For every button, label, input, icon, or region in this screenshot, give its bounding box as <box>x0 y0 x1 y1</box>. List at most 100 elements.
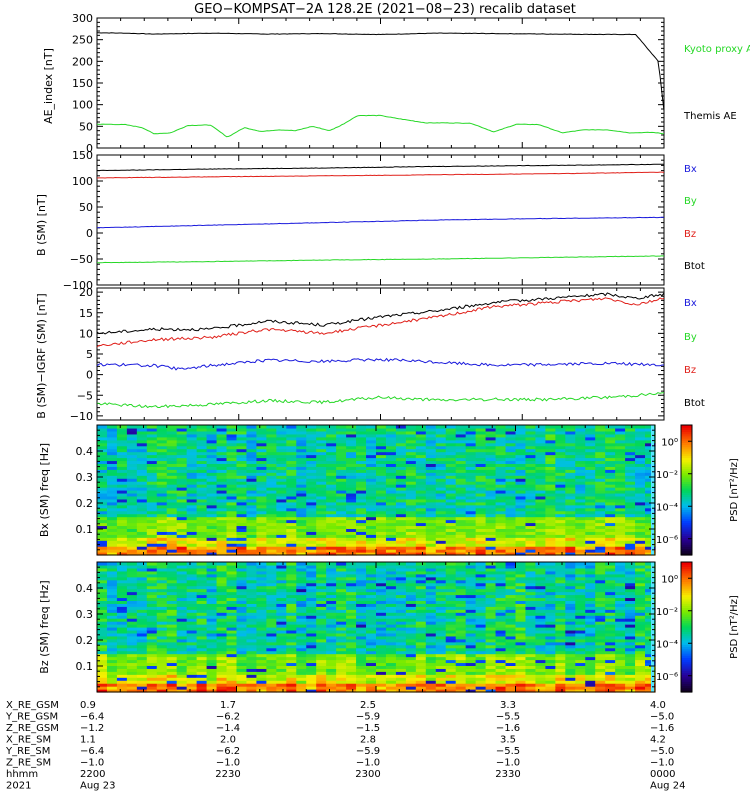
spectrogram-cell <box>495 531 507 535</box>
spectrogram-cell <box>266 525 277 529</box>
spectrogram-cell <box>296 430 307 435</box>
spectrogram-cell <box>595 507 606 512</box>
spectrogram-cell <box>296 618 307 622</box>
spectrogram-cell <box>97 618 108 622</box>
spectrogram-cell <box>405 671 417 675</box>
spectrogram-cell <box>376 549 387 553</box>
spectrogram-cell <box>425 498 437 503</box>
spectrogram-cell <box>156 686 168 690</box>
spectrogram-cell <box>625 498 636 503</box>
spectrogram-cell <box>485 564 497 569</box>
spectrogram-cell <box>166 451 178 456</box>
spectrogram-cell <box>515 534 527 538</box>
spectrogram-cell <box>495 540 507 544</box>
spectrogram-cell <box>565 600 576 604</box>
spectrogram-cell <box>366 475 377 479</box>
spectrogram-cell <box>465 522 477 527</box>
spectrogram-cell <box>525 528 537 532</box>
spectrogram-cell <box>615 427 626 432</box>
spectrogram-cell <box>226 495 238 500</box>
spectrogram-cell <box>206 686 218 690</box>
spectrogram-cell <box>156 425 168 429</box>
spectrogram-cell <box>236 573 248 578</box>
spectrogram-cell <box>445 478 457 482</box>
spectrogram-cell <box>645 487 656 491</box>
spectrogram-cell <box>316 427 327 432</box>
spectrogram-cell <box>226 466 238 470</box>
spectrogram-cell <box>196 481 208 485</box>
spectrogram-cell <box>306 674 317 678</box>
spectrogram-cell <box>575 591 586 596</box>
spectrogram-cell <box>625 436 636 441</box>
spectrogram-cell <box>415 427 427 432</box>
spectrogram-cell <box>196 594 208 599</box>
spectrogram-cell <box>306 498 317 503</box>
spectrogram-cell <box>455 629 467 634</box>
spectrogram-cell <box>156 540 168 544</box>
spectrogram-cell <box>485 573 497 578</box>
spectrogram-cell <box>256 504 267 509</box>
spectrogram-cell <box>106 540 118 544</box>
spectrogram-cell <box>226 600 238 604</box>
spectrogram-cell <box>465 612 477 616</box>
spectrogram-cell <box>465 546 477 550</box>
spectrogram-cell <box>525 448 537 453</box>
spectrogram-cell <box>336 629 347 634</box>
spectrogram-cell <box>405 433 417 438</box>
spectrogram-cell <box>376 665 387 669</box>
spectrogram-cell <box>306 668 317 672</box>
spectrogram-cell <box>226 463 238 467</box>
spectrogram-cell <box>246 653 258 658</box>
spectrogram-cell <box>316 562 327 566</box>
spectrogram-cell <box>106 591 118 596</box>
spectrogram-cell <box>455 662 467 666</box>
spectrogram-cell <box>106 481 118 485</box>
spectrogram-cell <box>585 433 596 438</box>
spectrogram-cell <box>196 662 208 666</box>
spectrogram-cell <box>136 525 148 529</box>
spectrogram-cell <box>465 603 477 607</box>
spectrogram-cell <box>116 689 128 693</box>
spectrogram-cell <box>525 686 537 690</box>
spectrogram-cell <box>126 606 138 610</box>
spectrogram-cell <box>425 635 437 640</box>
y-tick-label: 0.1 <box>76 523 94 536</box>
spectrogram-cell <box>306 647 317 652</box>
spectrogram-cell <box>336 562 347 566</box>
spectrogram-cell <box>356 647 367 652</box>
spectrogram-cell <box>385 624 397 628</box>
spectrogram-cell <box>106 662 118 666</box>
spectrogram-cell <box>505 501 517 506</box>
spectrogram-cell <box>346 597 357 601</box>
spectrogram-cell <box>545 662 556 666</box>
spectrogram-cell <box>595 457 606 462</box>
spectrogram-cell <box>495 659 507 664</box>
spectrogram-cell <box>116 570 128 575</box>
spectrogram-cell <box>376 612 387 616</box>
spectrogram-cell <box>176 600 188 604</box>
spectrogram-cell <box>435 451 447 456</box>
spectrogram-cell <box>505 534 517 538</box>
spectrogram-cell <box>415 576 427 581</box>
spectrogram-cell <box>445 624 457 628</box>
spectrogram-cell <box>565 457 576 462</box>
spectrogram-cell <box>256 606 267 610</box>
spectrogram-cell <box>565 632 576 637</box>
spectrogram-cell <box>376 448 387 453</box>
spectrogram-cell <box>435 528 447 532</box>
spectrogram-cell <box>226 579 238 584</box>
spectrogram-cell <box>455 594 467 599</box>
spectrogram-cell <box>97 546 108 550</box>
spectrogram-cell <box>475 597 487 601</box>
spectrogram-cell <box>166 460 178 464</box>
spectrogram-cell <box>266 686 277 690</box>
spectrogram-cell <box>336 460 347 464</box>
spectrogram-cell <box>405 543 417 547</box>
spectrogram-cell <box>376 638 387 643</box>
spectrogram-cell <box>166 466 178 470</box>
spectrogram-cell <box>535 635 546 640</box>
spectrogram-cell <box>565 653 576 658</box>
spectrogram-cell <box>405 522 417 527</box>
spectrogram-cell <box>505 427 517 432</box>
spectrogram-cell <box>515 425 527 429</box>
